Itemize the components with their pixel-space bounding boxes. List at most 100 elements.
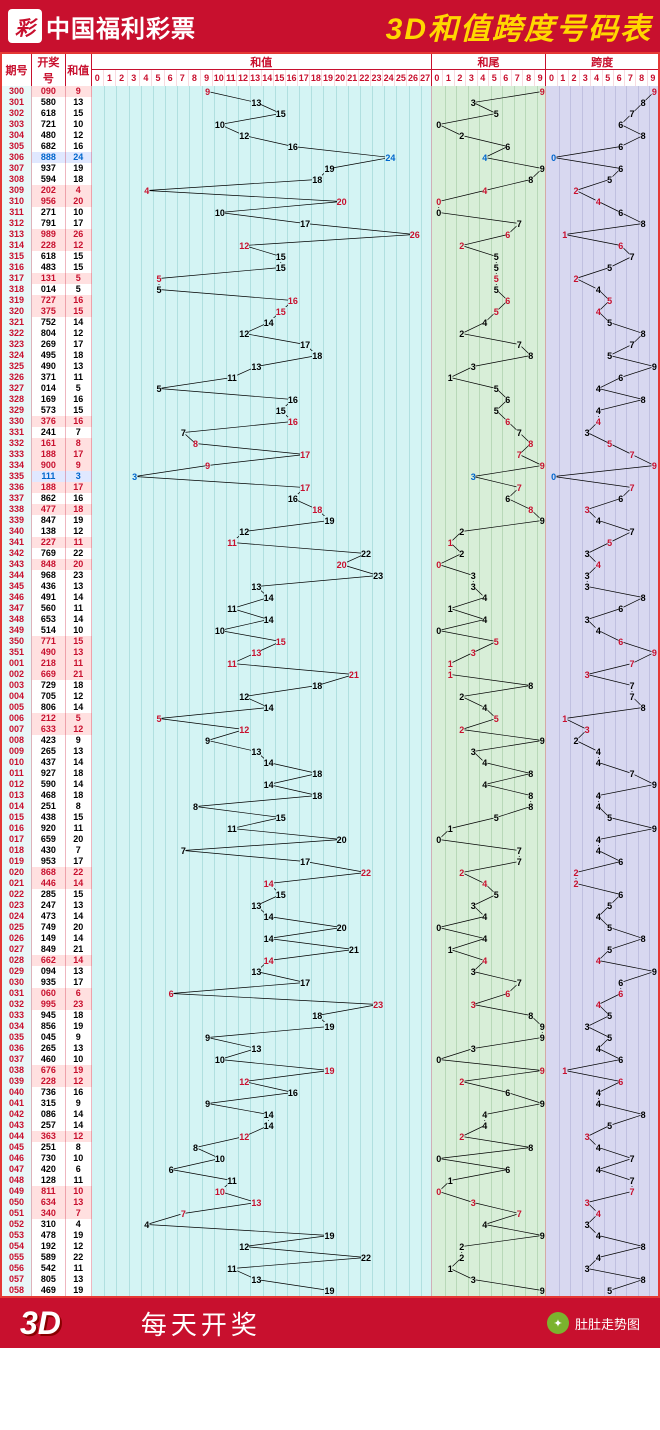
chart-cell-hz xyxy=(92,647,432,658)
table-row: 05347819 xyxy=(2,1230,658,1241)
table-row: 33847718 xyxy=(2,504,658,515)
cell-number: 705 xyxy=(32,691,66,702)
chart-cell-hw xyxy=(432,482,547,493)
chart-cell-kd xyxy=(546,1175,658,1186)
chart-cell-hw xyxy=(432,1142,547,1153)
table-row: 3171315 xyxy=(2,273,658,284)
chart-cell-kd xyxy=(546,911,658,922)
chart-cell-kd xyxy=(546,284,658,295)
axis-tick: 9 xyxy=(648,70,658,86)
chart-cell-kd xyxy=(546,306,658,317)
chart-cell-hw xyxy=(432,438,547,449)
chart-cell-hw xyxy=(432,240,547,251)
chart-cell-kd xyxy=(546,1087,658,1098)
cell-number: 590 xyxy=(32,779,66,790)
chart-cell-hw xyxy=(432,295,547,306)
cell-hezhi: 18 xyxy=(66,174,92,185)
table-row: 3180145 xyxy=(2,284,658,295)
cell-number: 618 xyxy=(32,251,66,262)
cell-period: 313 xyxy=(2,229,32,240)
table-row: 05063413 xyxy=(2,1197,658,1208)
chart-cell-hw xyxy=(432,977,547,988)
table-row: 0452518 xyxy=(2,1142,658,1153)
cell-hezhi: 10 xyxy=(66,119,92,130)
axis-tick: 8 xyxy=(636,70,647,86)
axis-tick: 8 xyxy=(523,70,534,86)
cell-period: 057 xyxy=(2,1274,32,1285)
chart-cell-kd xyxy=(546,1109,658,1120)
chart-cell-kd xyxy=(546,174,658,185)
table-row: 01692011 xyxy=(2,823,658,834)
cell-period: 009 xyxy=(2,746,32,757)
wechat-name: 肚肚走势图 xyxy=(575,1314,640,1333)
chart-cell-hz xyxy=(92,889,432,900)
cell-number: 752 xyxy=(32,317,66,328)
chart-cell-hw xyxy=(432,1274,547,1285)
table-row: 32326917 xyxy=(2,339,658,350)
chart-cell-hz xyxy=(92,746,432,757)
chart-cell-kd xyxy=(546,1197,658,1208)
cell-period: 037 xyxy=(2,1054,32,1065)
table-row: 32280412 xyxy=(2,328,658,339)
cell-number: 271 xyxy=(32,207,66,218)
chart-cell-kd xyxy=(546,372,658,383)
chart-cell-hz xyxy=(92,339,432,350)
table-row: 02144614 xyxy=(2,878,658,889)
table-row: 3312417 xyxy=(2,427,658,438)
cell-number: 251 xyxy=(32,1142,66,1153)
chart-cell-hw xyxy=(432,174,547,185)
chart-cell-hw xyxy=(432,273,547,284)
cell-number: 920 xyxy=(32,823,66,834)
chart-cell-hz xyxy=(92,416,432,427)
chart-cell-kd xyxy=(546,493,658,504)
cell-period: 312 xyxy=(2,218,32,229)
cell-number: 014 xyxy=(32,383,66,394)
cell-hezhi: 13 xyxy=(66,361,92,372)
chart-cell-hz xyxy=(92,515,432,526)
chart-cell-kd xyxy=(546,1032,658,1043)
chart-cell-hz xyxy=(92,702,432,713)
cell-period: 333 xyxy=(2,449,32,460)
table-row: 02909413 xyxy=(2,966,658,977)
table-row: 03867619 xyxy=(2,1065,658,1076)
cell-period: 021 xyxy=(2,878,32,889)
cell-hezhi: 5 xyxy=(66,273,92,284)
chart-cell-kd xyxy=(546,251,658,262)
axis-tick: 21 xyxy=(347,70,359,86)
chart-cell-hz xyxy=(92,1076,432,1087)
cell-period: 047 xyxy=(2,1164,32,1175)
cell-period: 034 xyxy=(2,1021,32,1032)
cell-number: 589 xyxy=(32,1252,66,1263)
cell-period: 329 xyxy=(2,405,32,416)
chart-cell-kd xyxy=(546,878,658,889)
chart-cell-hz xyxy=(92,944,432,955)
cell-period: 348 xyxy=(2,614,32,625)
table-row: 33618817 xyxy=(2,482,658,493)
cell-hezhi: 14 xyxy=(66,955,92,966)
cell-hezhi: 7 xyxy=(66,427,92,438)
chart-cell-hz xyxy=(92,812,432,823)
chart-cell-kd xyxy=(546,977,658,988)
cell-number: 473 xyxy=(32,911,66,922)
chart-cell-hz xyxy=(92,592,432,603)
cell-hezhi: 12 xyxy=(66,691,92,702)
axis-tick: 17 xyxy=(298,70,310,86)
cell-number: 542 xyxy=(32,1263,66,1274)
axis-tick: 12 xyxy=(237,70,249,86)
chart-cell-hw xyxy=(432,119,547,130)
cell-period: 005 xyxy=(2,702,32,713)
table-row: 3321618 xyxy=(2,438,658,449)
table-row: 0513407 xyxy=(2,1208,658,1219)
section-kuadu: 跨度0123456789 xyxy=(546,54,658,86)
cell-period: 012 xyxy=(2,779,32,790)
chart-cell-hw xyxy=(432,768,547,779)
chart-cell-kd xyxy=(546,1142,658,1153)
chart-cell-kd xyxy=(546,1120,658,1131)
chart-cell-kd xyxy=(546,1054,658,1065)
cell-period: 334 xyxy=(2,460,32,471)
table-row: 03299523 xyxy=(2,999,658,1010)
chart-cell-hz xyxy=(92,526,432,537)
cell-hezhi: 12 xyxy=(66,1241,92,1252)
cell-number: 469 xyxy=(32,1285,66,1296)
cell-number: 269 xyxy=(32,339,66,350)
